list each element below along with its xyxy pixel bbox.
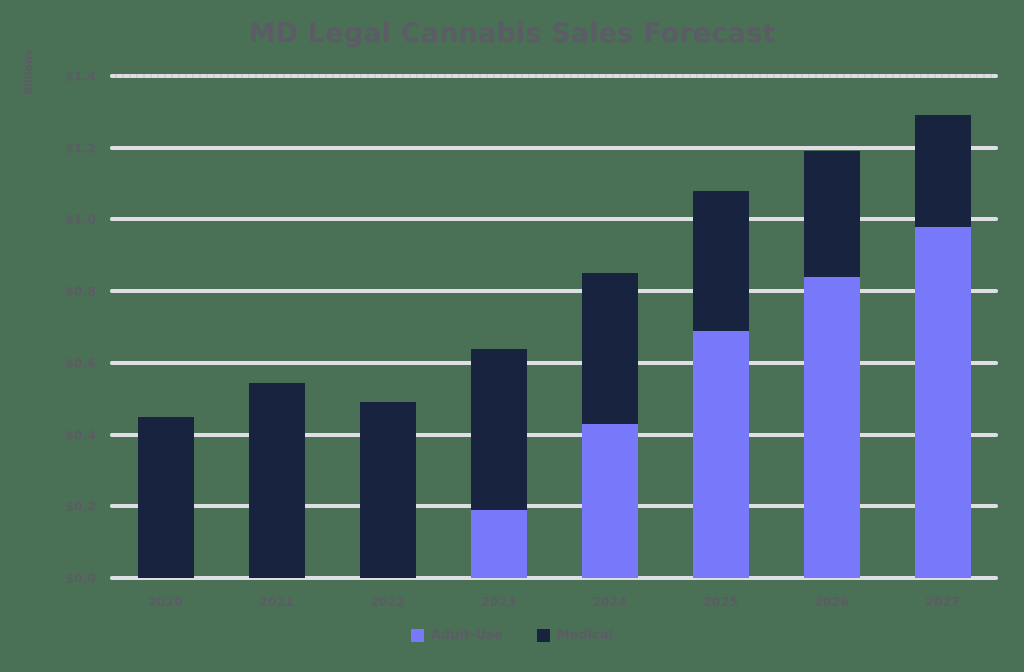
y-axis-tick-label: $0.6 <box>65 355 96 371</box>
x-axis-tick-label: 2021 <box>259 594 294 609</box>
bar-segment-adult-use[interactable] <box>470 509 527 578</box>
bar-segment-medical[interactable] <box>692 190 749 331</box>
bar-segment-adult-use[interactable] <box>914 226 971 578</box>
x-axis-tick-label: 2027 <box>925 594 960 609</box>
legend-item[interactable]: Medical <box>536 628 614 643</box>
gridline <box>110 432 998 437</box>
x-axis-tick-label: 2023 <box>481 594 516 609</box>
bar-segment-adult-use[interactable] <box>581 423 638 578</box>
x-axis-tick-label: 2022 <box>370 594 405 609</box>
bar-segment-medical[interactable] <box>137 416 194 578</box>
bar-segment-medical[interactable] <box>470 348 527 510</box>
bar-group[interactable] <box>581 273 638 578</box>
y-axis-tick-label: $1.4 <box>65 68 96 84</box>
bar-group[interactable] <box>914 115 971 578</box>
legend-swatch-adult-use-icon <box>410 629 424 642</box>
x-axis-tick-label: 2024 <box>592 594 627 609</box>
bar-group[interactable] <box>137 416 194 578</box>
bar-group[interactable] <box>470 348 527 578</box>
y-axis-tick-label: $1.2 <box>65 140 96 156</box>
y-axis-tick-label: $0.0 <box>65 570 96 586</box>
chart-title: MD Legal Cannabis Sales Forecast <box>248 18 776 49</box>
bar-segment-medical[interactable] <box>248 382 305 578</box>
legend-label: Medical <box>556 628 614 643</box>
bar-group[interactable] <box>248 382 305 578</box>
x-axis-tick-label: 2020 <box>148 594 183 609</box>
gridline <box>110 289 998 294</box>
gridline <box>110 217 998 222</box>
bar-group[interactable] <box>359 402 416 578</box>
bar-segment-medical[interactable] <box>914 115 971 227</box>
legend-item[interactable]: Adult-Use <box>410 628 503 643</box>
legend-swatch-medical-icon <box>536 629 550 642</box>
chart-legend: Adult-Use Medical <box>0 628 1024 643</box>
x-axis-tick-label: 2026 <box>814 594 849 609</box>
bar-segment-adult-use[interactable] <box>692 330 749 578</box>
gridline <box>110 504 998 509</box>
x-axis-tick-label: 2025 <box>703 594 738 609</box>
y-axis-tick-label: $0.2 <box>65 498 96 514</box>
bar-segment-adult-use[interactable] <box>803 276 860 578</box>
legend-label: Adult-Use <box>430 628 503 643</box>
gridline <box>110 74 998 78</box>
bar-segment-medical[interactable] <box>581 273 638 424</box>
gridline <box>110 360 998 365</box>
bar-segment-medical[interactable] <box>803 151 860 277</box>
y-axis-tick-label: $1.0 <box>65 211 96 227</box>
bar-segment-medical[interactable] <box>359 402 416 578</box>
gridline <box>110 145 998 150</box>
y-axis-tick-label: $0.8 <box>65 283 96 299</box>
y-axis-tick-label: $0.4 <box>65 427 96 443</box>
gridline <box>110 576 998 580</box>
plot-area <box>110 74 998 580</box>
bar-group[interactable] <box>803 151 860 578</box>
bar-group[interactable] <box>692 190 749 578</box>
